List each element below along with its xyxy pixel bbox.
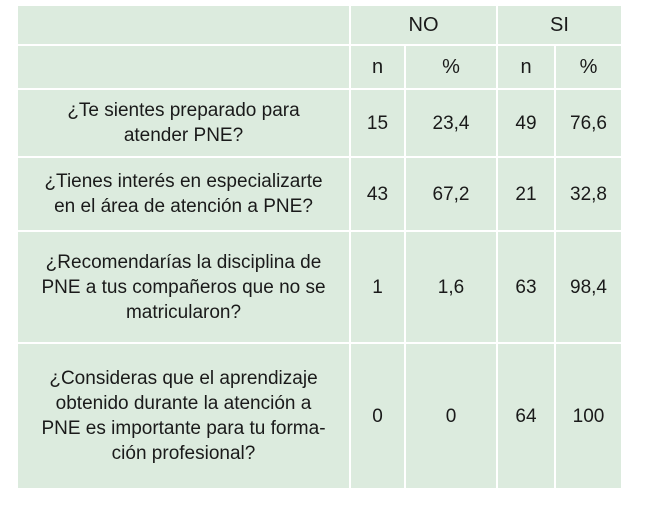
no-pct-cell: 23,4 xyxy=(406,90,496,156)
table-row: ¿Tienes interés en especializarte en el … xyxy=(18,158,621,230)
no-pct-cell: 67,2 xyxy=(406,158,496,230)
si-pct-cell: 100 xyxy=(556,344,621,488)
header-si: SI xyxy=(498,6,621,44)
subheader-si-n: n xyxy=(498,46,554,88)
survey-results-table: NO SI n % n % ¿Te sientes preparado para… xyxy=(16,4,623,490)
subheader-si-pct: % xyxy=(556,46,621,88)
no-n-cell: 43 xyxy=(351,158,404,230)
si-n-cell: 63 xyxy=(498,232,554,342)
table-row: ¿Consideras que el aprendizaje obtenido … xyxy=(18,344,621,488)
no-n-cell: 0 xyxy=(351,344,404,488)
si-pct-cell: 76,6 xyxy=(556,90,621,156)
empty-subheader-cell xyxy=(18,46,349,88)
empty-header-cell xyxy=(18,6,349,44)
si-n-cell: 21 xyxy=(498,158,554,230)
header-no: NO xyxy=(351,6,496,44)
si-pct-cell: 98,4 xyxy=(556,232,621,342)
table-row: ¿Recomendarías la disciplina de PNE a tu… xyxy=(18,232,621,342)
no-n-cell: 15 xyxy=(351,90,404,156)
no-pct-cell: 0 xyxy=(406,344,496,488)
si-n-cell: 64 xyxy=(498,344,554,488)
subheader-row: n % n % xyxy=(18,46,621,88)
question-cell: ¿Tienes interés en especializarte en el … xyxy=(18,158,349,230)
si-n-cell: 49 xyxy=(498,90,554,156)
table-row: ¿Te sientes preparado para atender PNE? … xyxy=(18,90,621,156)
group-header-row: NO SI xyxy=(18,6,621,44)
question-cell: ¿Consideras que el aprendizaje obtenido … xyxy=(18,344,349,488)
si-pct-cell: 32,8 xyxy=(556,158,621,230)
question-cell: ¿Recomendarías la disciplina de PNE a tu… xyxy=(18,232,349,342)
subheader-no-pct: % xyxy=(406,46,496,88)
question-cell: ¿Te sientes preparado para atender PNE? xyxy=(18,90,349,156)
no-n-cell: 1 xyxy=(351,232,404,342)
subheader-no-n: n xyxy=(351,46,404,88)
no-pct-cell: 1,6 xyxy=(406,232,496,342)
